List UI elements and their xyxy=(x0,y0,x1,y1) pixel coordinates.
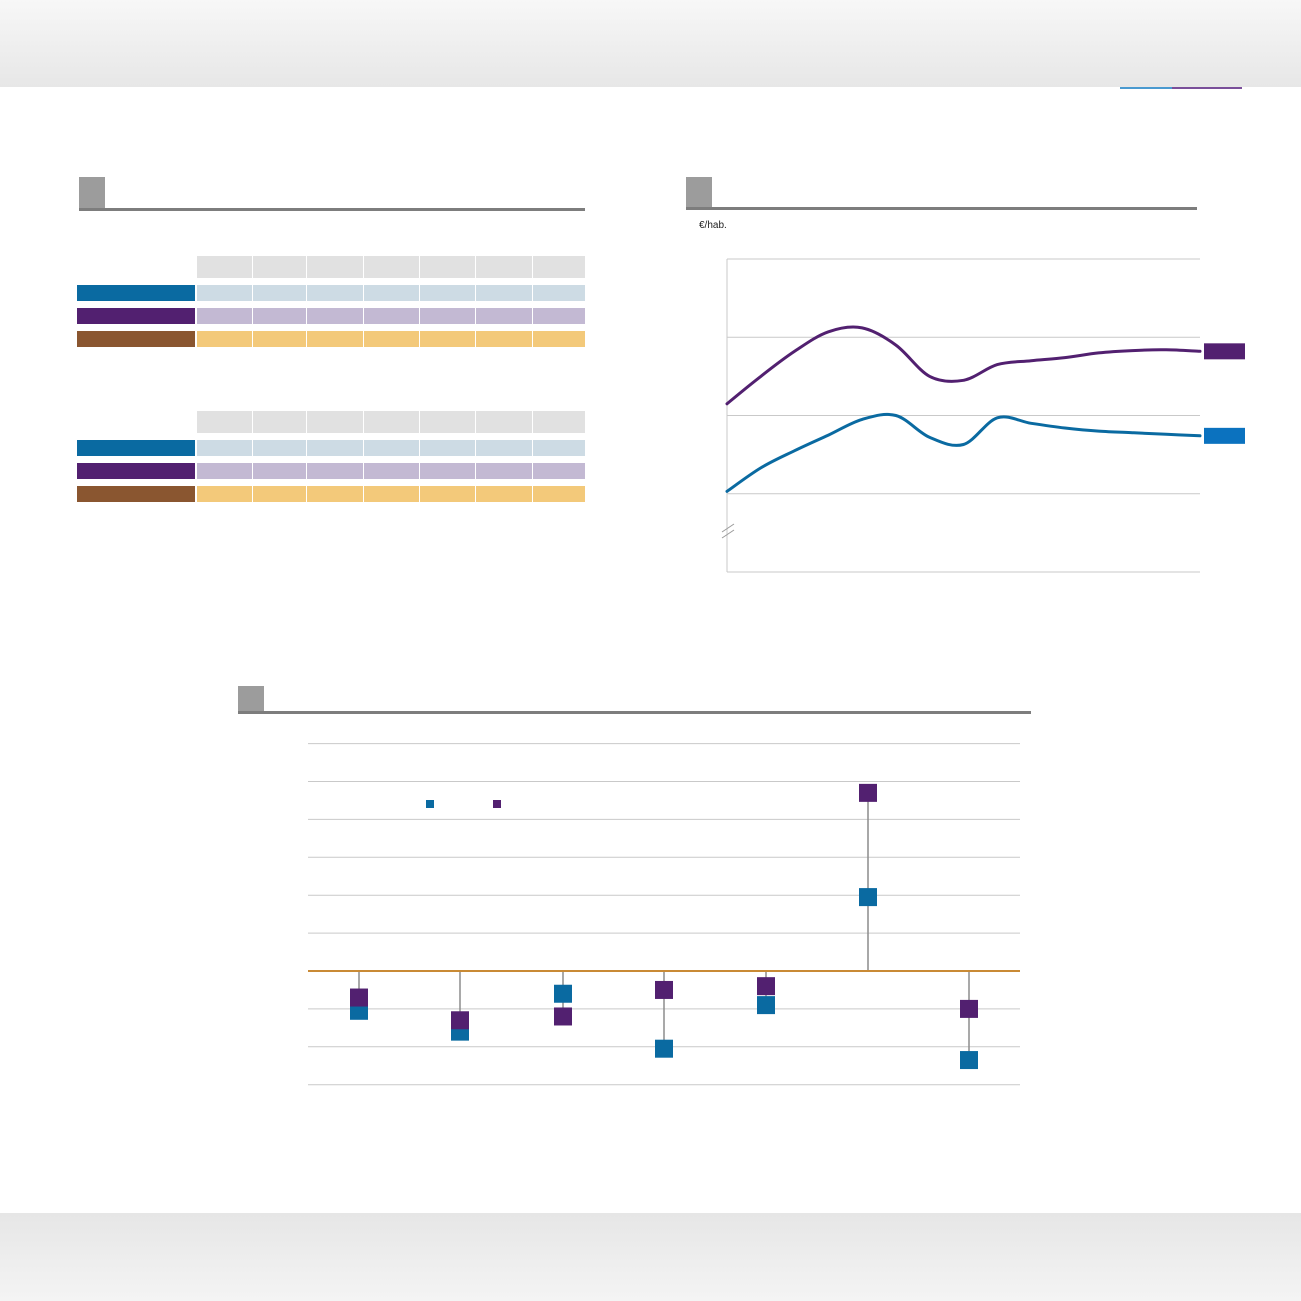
table-cell xyxy=(253,331,306,347)
table-cell xyxy=(533,440,585,456)
table-cell xyxy=(420,486,475,502)
series-end-tag-blue xyxy=(1204,427,1245,444)
table-header-cell xyxy=(307,411,363,433)
dot-marker-purple xyxy=(655,980,673,999)
table-row-label-brown xyxy=(77,486,195,502)
table-cell xyxy=(476,463,532,479)
table-header-cell xyxy=(364,256,419,278)
dot-marker-purple xyxy=(757,977,775,996)
dot-marker-blue xyxy=(554,984,572,1003)
table-cell xyxy=(253,463,306,479)
table-cell xyxy=(253,285,306,301)
table-header-cell xyxy=(420,256,475,278)
table-cell xyxy=(307,440,363,456)
panel-marker xyxy=(79,177,105,209)
table-cell xyxy=(197,285,252,301)
axis-break-mark xyxy=(721,529,735,539)
table-cell xyxy=(476,308,532,324)
table-header-cell xyxy=(533,256,585,278)
axis-break-mark xyxy=(721,523,735,533)
table-cell xyxy=(253,486,306,502)
table-header-cell xyxy=(197,256,252,278)
panel-head-dot-chart xyxy=(238,686,1031,716)
table-cell xyxy=(253,440,306,456)
header-accent-blue xyxy=(1120,87,1172,89)
line-series-blue xyxy=(725,412,1202,493)
table-cell xyxy=(197,308,252,324)
table-cell xyxy=(533,331,585,347)
table-cell xyxy=(364,308,419,324)
panel-head-line-chart xyxy=(686,177,1197,212)
dot-marker-blue xyxy=(757,996,775,1015)
table-cell xyxy=(364,285,419,301)
table-cell xyxy=(533,308,585,324)
panel-rule xyxy=(238,711,1031,714)
table-header-cell xyxy=(197,411,252,433)
table-cell xyxy=(420,331,475,347)
line-series-purple xyxy=(725,325,1202,406)
table-cell xyxy=(533,285,585,301)
panel-rule xyxy=(686,207,1197,210)
table-cell xyxy=(364,486,419,502)
table-cell xyxy=(420,308,475,324)
table-header-cell xyxy=(364,411,419,433)
panel-head-tables xyxy=(79,177,585,212)
panel-marker xyxy=(686,177,712,209)
dot-marker-purple xyxy=(554,1007,572,1026)
table-cell xyxy=(253,308,306,324)
table-cell xyxy=(533,486,585,502)
table-cell xyxy=(197,440,252,456)
table-header-cell xyxy=(476,411,532,433)
table-cell xyxy=(307,463,363,479)
dot-marker-blue xyxy=(960,1051,978,1070)
bottom-band xyxy=(0,1213,1301,1301)
table-header-cell xyxy=(420,411,475,433)
table-header-cell xyxy=(307,256,363,278)
table-cell xyxy=(420,285,475,301)
table-cell xyxy=(533,463,585,479)
table-cell xyxy=(364,440,419,456)
table-cell xyxy=(307,331,363,347)
top-band xyxy=(0,0,1301,87)
table-cell xyxy=(420,440,475,456)
table-cell xyxy=(197,463,252,479)
legend-swatch-blue xyxy=(426,800,434,808)
legend-swatch-purple xyxy=(493,800,501,808)
dot-marker-purple xyxy=(350,988,368,1007)
table-cell xyxy=(307,285,363,301)
table-cell xyxy=(197,331,252,347)
table-row-label-purple xyxy=(77,463,195,479)
table-cell xyxy=(476,331,532,347)
table-row-label-blue xyxy=(77,440,195,456)
dot-marker-purple xyxy=(859,783,877,802)
table-cell xyxy=(476,486,532,502)
panel-marker xyxy=(238,686,264,713)
table-cell xyxy=(307,486,363,502)
table-row-label-blue xyxy=(77,285,195,301)
table-row-label-purple xyxy=(77,308,195,324)
y-unit-label: €/hab. xyxy=(699,220,727,231)
table-cell xyxy=(476,440,532,456)
dot-marker-purple xyxy=(960,999,978,1018)
table-cell xyxy=(197,486,252,502)
dot-marker-blue xyxy=(655,1039,673,1058)
dot-marker-blue xyxy=(859,888,877,907)
table-cell xyxy=(307,308,363,324)
table-cell xyxy=(476,285,532,301)
header-accent-purple xyxy=(1172,87,1242,89)
table-cell xyxy=(420,463,475,479)
table-header-cell xyxy=(253,256,306,278)
dot-marker-purple xyxy=(451,1011,469,1030)
table-header-cell xyxy=(253,411,306,433)
series-end-tag-purple xyxy=(1204,343,1245,360)
panel-rule xyxy=(79,208,585,211)
table-cell xyxy=(364,331,419,347)
table-cell xyxy=(364,463,419,479)
table-header-cell xyxy=(533,411,585,433)
table-header-cell xyxy=(476,256,532,278)
table-row-label-brown xyxy=(77,331,195,347)
